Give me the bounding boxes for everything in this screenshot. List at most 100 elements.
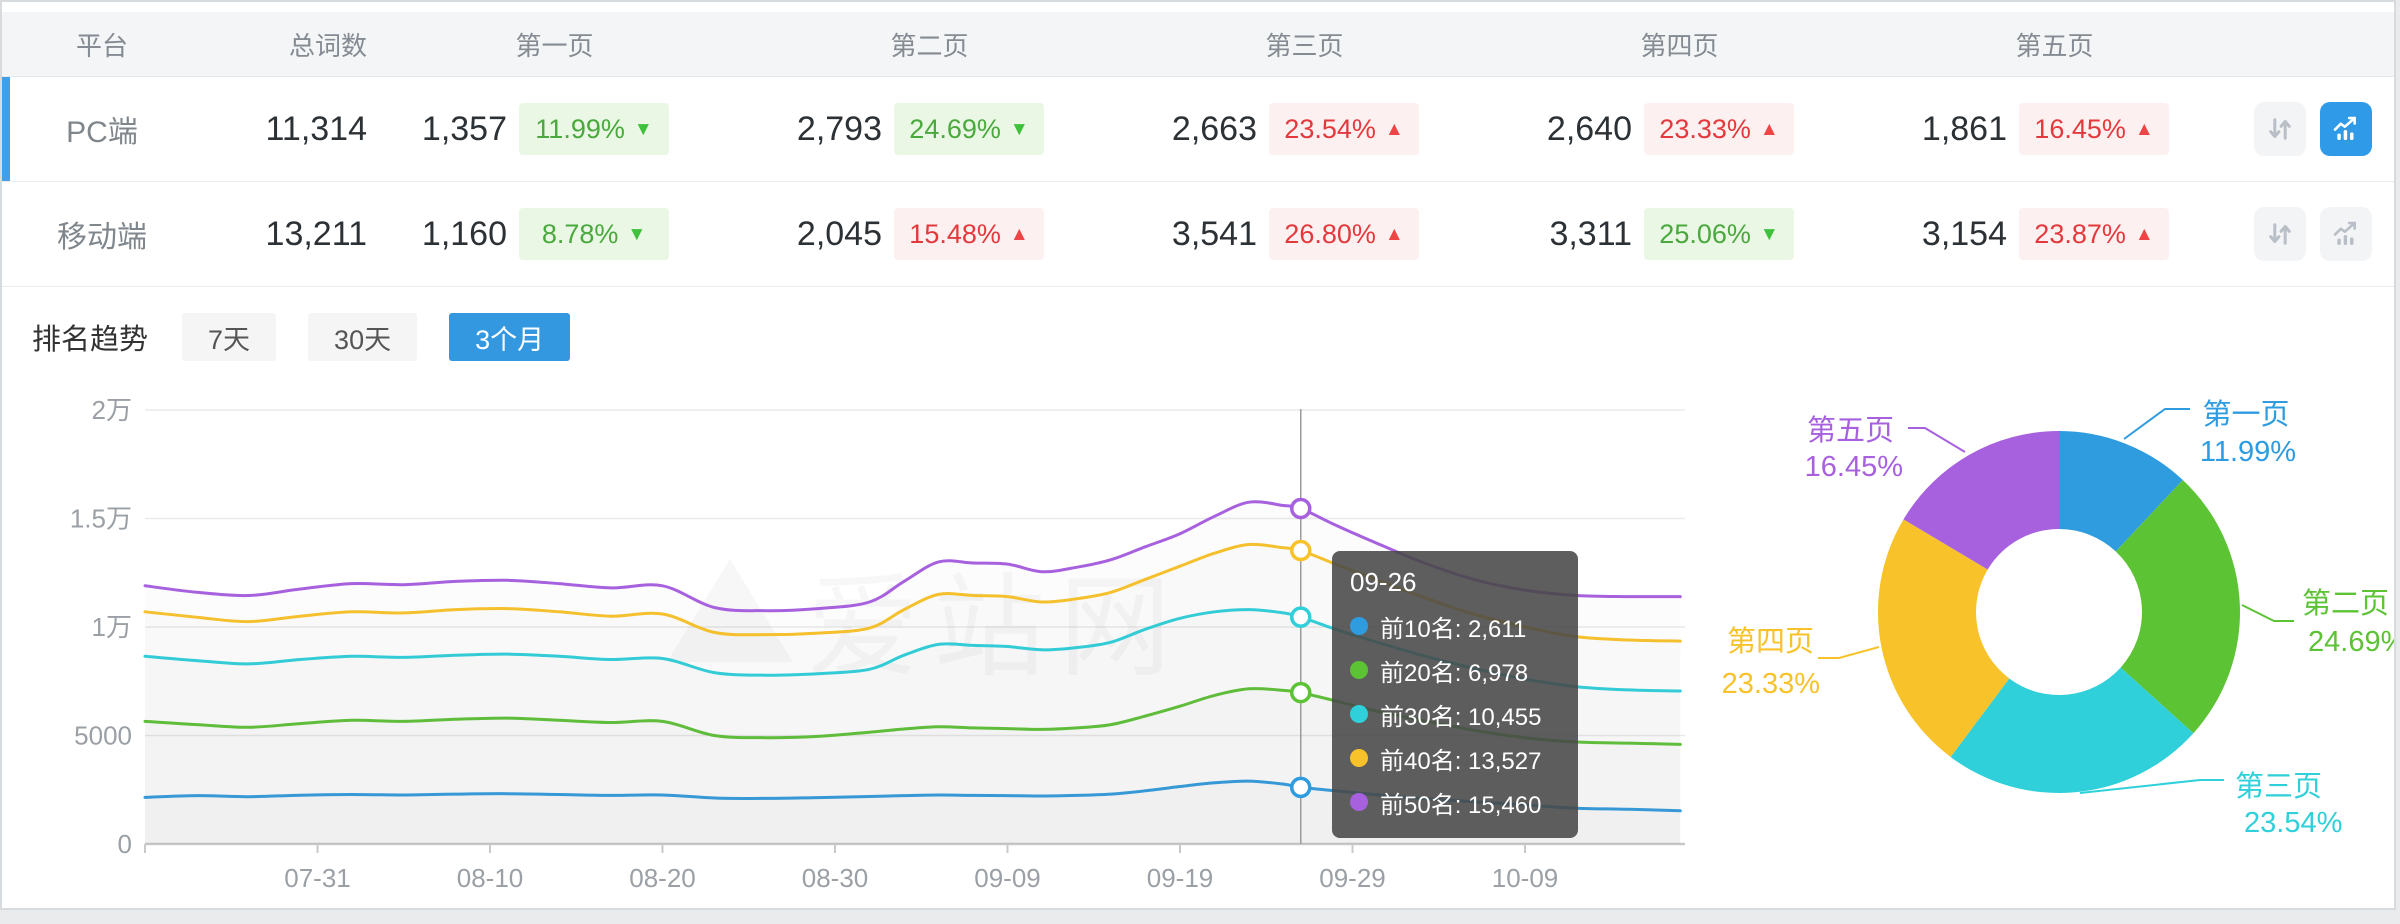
page-count: 2,045 bbox=[796, 214, 882, 253]
donut-label-percent-3: 23.33% bbox=[1722, 668, 1820, 700]
donut-label-line-4 bbox=[1908, 427, 1966, 453]
donut-label-name-1: 第二页 bbox=[2302, 587, 2389, 620]
trend-chart-button[interactable] bbox=[2320, 102, 2372, 156]
column-header-page2: 第二页 bbox=[890, 30, 969, 61]
triangle-up-icon: ▲ bbox=[1384, 118, 1404, 140]
hover-marker-0 bbox=[1290, 776, 1312, 799]
donut-label-name-2: 第三页 bbox=[2235, 770, 2322, 803]
donut-label-percent-1: 24.69% bbox=[2308, 626, 2396, 658]
total-keywords-count: 11,314 bbox=[265, 109, 367, 148]
page-cell: 3,311 25.06% ▼ bbox=[1492, 208, 1867, 260]
page-trend-percent: 25.06% bbox=[1659, 218, 1751, 249]
hover-marker-3 bbox=[1290, 539, 1312, 562]
page-trend-badge: 15.48% ▲ bbox=[894, 208, 1044, 260]
triangle-down-icon: ▼ bbox=[1009, 118, 1029, 140]
page-cell: 2,045 15.48% ▲ bbox=[742, 208, 1117, 260]
hover-marker-4 bbox=[1290, 497, 1312, 520]
sort-button[interactable] bbox=[2254, 207, 2306, 261]
page-cell: 3,154 23.87% ▲ bbox=[1867, 208, 2242, 260]
donut-label-name-3: 第四页 bbox=[1727, 625, 1814, 658]
column-header-page1: 第一页 bbox=[515, 30, 594, 61]
column-header-page4: 第四页 bbox=[1640, 30, 1719, 61]
donut-label-name-0: 第一页 bbox=[2202, 398, 2289, 431]
sort-icon bbox=[2269, 223, 2291, 245]
page-count: 2,640 bbox=[1546, 109, 1632, 148]
page-trend-badge: 23.54% ▲ bbox=[1269, 103, 1419, 155]
x-axis-tick-label: 07-31 bbox=[284, 863, 351, 893]
x-axis-tick-label: 09-19 bbox=[1147, 863, 1214, 893]
donut-label-line-0 bbox=[2123, 408, 2190, 440]
donut-slice-3[interactable] bbox=[1877, 519, 2010, 757]
page-count: 3,541 bbox=[1171, 214, 1257, 253]
tab-30days[interactable]: 30天 bbox=[308, 313, 418, 361]
tab-7days[interactable]: 7天 bbox=[182, 313, 277, 361]
donut-label-percent-2: 23.54% bbox=[2244, 807, 2342, 839]
donut-label-line-3 bbox=[1818, 646, 1880, 659]
triangle-down-icon: ▼ bbox=[1759, 223, 1779, 245]
total-keywords-count: 13,211 bbox=[265, 214, 367, 253]
x-axis-tick-label: 10-09 bbox=[1492, 863, 1559, 893]
page-count: 2,793 bbox=[796, 109, 882, 148]
donut-slice-1[interactable] bbox=[2115, 479, 2240, 734]
y-axis-tick-label: 1万 bbox=[92, 612, 132, 642]
page-count: 1,357 bbox=[421, 109, 507, 148]
page-trend-badge: 25.06% ▼ bbox=[1644, 208, 1794, 260]
platform-label: PC端 bbox=[66, 116, 138, 149]
trend-chart-icon bbox=[2333, 116, 2356, 140]
y-axis-tick-label: 1.5万 bbox=[70, 504, 132, 534]
trend-title: 排名趋势 bbox=[32, 324, 149, 356]
donut-label-line-2 bbox=[2079, 779, 2224, 794]
page-trend-percent: 23.33% bbox=[1659, 113, 1751, 144]
tab-3months[interactable]: 3个月 bbox=[449, 313, 571, 361]
page-trend-badge: 24.69% ▼ bbox=[894, 103, 1044, 155]
page-cell: 3,541 26.80% ▲ bbox=[1117, 208, 1492, 260]
row-actions bbox=[2254, 102, 2394, 156]
table-row[interactable]: PC端 11,314 1,357 11.99% ▼ 2,793 24.69% ▼… bbox=[2, 77, 2394, 182]
triangle-up-icon: ▲ bbox=[1009, 223, 1029, 245]
trend-tabs: 7天 30天 3个月 bbox=[182, 313, 602, 361]
donut-label-percent-4: 16.45% bbox=[1805, 451, 1903, 483]
series-area-4 bbox=[145, 502, 1680, 844]
page-trend-percent: 15.48% bbox=[909, 218, 1001, 249]
page-trend-percent: 26.80% bbox=[1284, 218, 1376, 249]
donut-label-percent-0: 11.99% bbox=[2200, 436, 2296, 468]
column-header-total: 总词数 bbox=[288, 30, 367, 61]
page-count: 1,160 bbox=[421, 214, 507, 253]
charts-area: 0 5000 1万 1.5万 2万 07-31 08-10 08-20 08-30 09-09 09… bbox=[2, 379, 2396, 910]
page-trend-percent: 23.87% bbox=[2034, 218, 2126, 249]
triangle-down-icon: ▼ bbox=[633, 118, 653, 140]
trend-and-donut-canvas[interactable]: 0 5000 1万 1.5万 2万 07-31 08-10 08-20 08-30 09-09 09… bbox=[2, 379, 2396, 910]
x-axis-tick-label: 08-30 bbox=[802, 863, 869, 893]
page-count: 3,154 bbox=[1921, 214, 2007, 253]
page-count: 2,663 bbox=[1171, 109, 1257, 148]
column-header-page5: 第五页 bbox=[2015, 30, 2094, 61]
donut-slice-2[interactable] bbox=[1950, 667, 2194, 794]
triangle-up-icon: ▲ bbox=[1759, 118, 1779, 140]
donut-label-line-1 bbox=[2241, 604, 2294, 622]
page-cell: 1,861 16.45% ▲ bbox=[1867, 103, 2242, 155]
x-axis-tick-label: 08-20 bbox=[629, 863, 696, 893]
donut-slice-0[interactable] bbox=[2059, 431, 2183, 552]
page-trend-percent: 8.78% bbox=[541, 218, 619, 249]
page-trend-badge: 11.99% ▼ bbox=[519, 103, 669, 155]
table-row[interactable]: 移动端 13,211 1,160 8.78% ▼ 2,045 15.48% ▲ … bbox=[2, 182, 2394, 287]
page-cell: 1,357 11.99% ▼ bbox=[367, 103, 742, 155]
page-count: 3,311 bbox=[1549, 214, 1632, 253]
x-axis-tick-label: 09-29 bbox=[1319, 863, 1386, 893]
triangle-down-icon: ▼ bbox=[627, 223, 647, 245]
platform-label: 移动端 bbox=[57, 221, 147, 254]
page-trend-badge: 23.33% ▲ bbox=[1644, 103, 1794, 155]
page-trend-badge: 23.87% ▲ bbox=[2019, 208, 2169, 260]
sort-button[interactable] bbox=[2254, 102, 2306, 156]
sort-icon bbox=[2269, 118, 2291, 140]
rank-table: 平台 总词数 第一页 第二页 第三页 第四页 第五页 PC端 11,314 1,… bbox=[2, 12, 2394, 287]
page-trend-percent: 16.45% bbox=[2034, 113, 2126, 144]
page-trend-badge: 26.80% ▲ bbox=[1269, 208, 1419, 260]
hover-marker-1 bbox=[1290, 681, 1312, 704]
row-actions bbox=[2254, 207, 2394, 261]
page-trend-badge: 8.78% ▼ bbox=[519, 208, 669, 260]
donut-slice-4[interactable] bbox=[1903, 431, 2059, 570]
trend-chart-icon bbox=[2333, 221, 2356, 245]
trend-chart-button[interactable] bbox=[2320, 207, 2372, 261]
